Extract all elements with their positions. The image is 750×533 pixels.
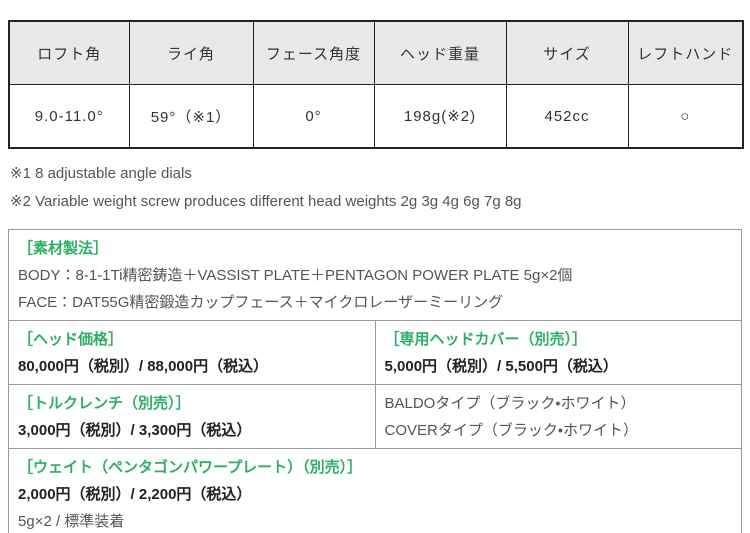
spec-value-size: 452cc [505, 84, 629, 149]
spec-value-row: 9.0-11.0° 59°（※1） 0° 198g(※2) 452cc ○ [8, 84, 744, 149]
torque-wrench-section: ［トルクレンチ（別売）］ 3,000円（税別）/ 3,300円（税込） [8, 384, 376, 449]
spec-header-size: サイズ [505, 20, 629, 85]
material-section-title: ［素材製法］ [18, 240, 109, 257]
wrench-covertypes-row: ［トルクレンチ（別売）］ 3,000円（税別）/ 3,300円（税込） BALD… [8, 384, 742, 449]
spec-value-face-angle: 0° [252, 84, 375, 149]
spec-header-loft-angle: ロフト角 [8, 20, 130, 85]
head-price-section: ［ヘッド価格］ 80,000円（税別）/ 88,000円（税込） [8, 320, 376, 385]
head-price-value: 80,000円（税別）/ 88,000円（税込） [18, 358, 269, 375]
cover-types-cell: BALDOタイプ（ブラック・ホワイト） COVERタイプ（ブラック・ホワイト） [374, 384, 742, 449]
spec-value-left-hand: ○ [627, 84, 744, 149]
weight-included-line: 5g×2 / 標準装着 [18, 513, 125, 530]
spec-value-head-weight: 198g(※2) [373, 84, 507, 149]
spec-table: ロフト角 ライ角 フェース角度 ヘッド重量 サイズ レフトハンド 9.0-11.… [8, 20, 744, 149]
material-body-line: BODY：8-1-1Ti精密鋳造＋VASSIST PLATE＋PENTAGON … [18, 267, 573, 284]
details-box: ［素材製法］ BODY：8-1-1Ti精密鋳造＋VASSIST PLATE＋PE… [8, 229, 742, 533]
weight-section-title: ［ウェイト（ペンタゴンパワープレート）（別売）］ [18, 459, 363, 476]
spec-header-head-weight: ヘッド重量 [373, 20, 507, 85]
weight-section: ［ウェイト（ペンタゴンパワープレート）（別売）］ 2,000円（税別）/ 2,2… [8, 448, 742, 533]
torque-wrench-title: ［トルクレンチ（別売）］ [18, 395, 191, 412]
cover-type-cover: COVERタイプ（ブラック・ホワイト） [384, 422, 638, 439]
head-price-title: ［ヘッド価格］ [18, 331, 124, 348]
weight-price: 2,000円（税別）/ 2,200円（税込） [18, 486, 252, 503]
head-cover-section: ［専用ヘッドカバー（別売）］ 5,000円（税別）/ 5,500円（税込） [374, 320, 742, 385]
torque-wrench-price: 3,000円（税別）/ 3,300円（税込） [18, 422, 252, 439]
footnote-2: ※2 Variable weight screw produces differ… [10, 193, 522, 210]
material-section: ［素材製法］ BODY：8-1-1Ti精密鋳造＋VASSIST PLATE＋PE… [8, 229, 742, 321]
spec-value-lie-angle: 59°（※1） [128, 84, 254, 149]
head-cover-title: ［専用ヘッドカバー（別売）］ [384, 331, 588, 348]
material-face-line: FACE：DAT55G精密鍛造カップフェース＋マイクロレーザーミーリング [18, 294, 504, 311]
head-cover-price: 5,000円（税別）/ 5,500円（税込） [384, 358, 618, 375]
spec-value-loft-angle: 9.0-11.0° [8, 84, 130, 149]
footnote-1: ※1 8 adjustable angle dials [10, 165, 192, 182]
footnotes: ※1 8 adjustable angle dials ※2 Variable … [10, 160, 742, 216]
weight-row: ［ウェイト（ペンタゴンパワープレート）（別売）］ 2,000円（税別）/ 2,2… [8, 448, 742, 533]
cover-type-baldo: BALDOタイプ（ブラック・ホワイト） [384, 395, 636, 412]
spec-header-lie-angle: ライ角 [128, 20, 254, 85]
spec-header-left-hand: レフトハンド [627, 20, 744, 85]
price-cover-row: ［ヘッド価格］ 80,000円（税別）/ 88,000円（税込） ［専用ヘッドカ… [8, 320, 742, 385]
material-row: ［素材製法］ BODY：8-1-1Ti精密鋳造＋VASSIST PLATE＋PE… [8, 229, 742, 321]
spec-header-row: ロフト角 ライ角 フェース角度 ヘッド重量 サイズ レフトハンド [8, 20, 744, 85]
spec-header-face-angle: フェース角度 [252, 20, 375, 85]
